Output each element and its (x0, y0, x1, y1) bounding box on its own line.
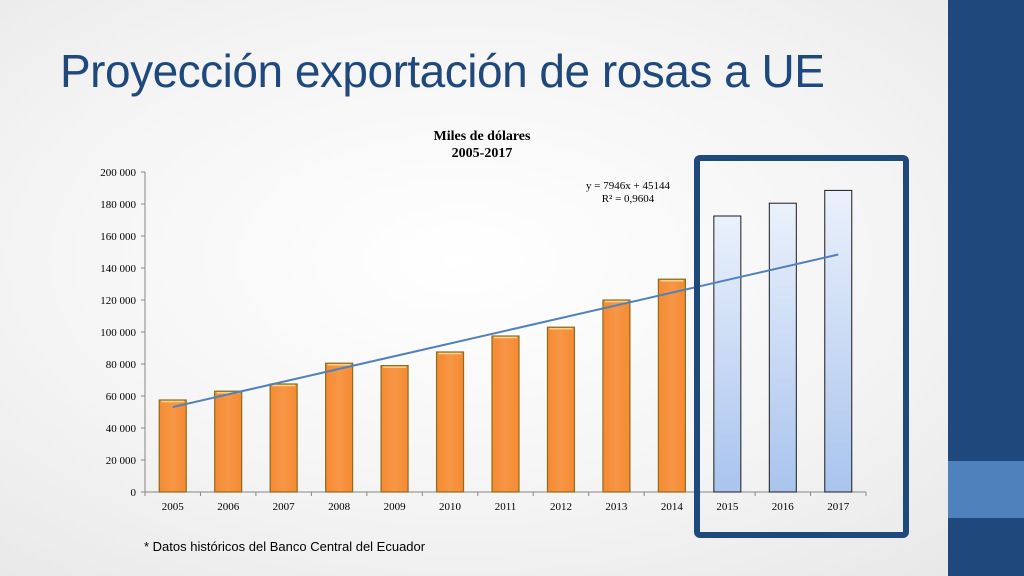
y-tick-label: 100 000 (100, 327, 136, 339)
y-tick-label: 140 000 (100, 263, 136, 275)
bar-2014 (657, 278, 686, 493)
x-tick-label: 2006 (217, 501, 240, 513)
x-tick-label: 2012 (550, 501, 572, 513)
y-tick-label: 200 000 (100, 167, 136, 179)
y-tick-label: 180 000 (100, 199, 136, 211)
x-tick-label: 2008 (328, 501, 351, 513)
y-axis: 0 20 000 40 000 60 000 80 000 100 000 120 000 1… (100, 167, 146, 499)
bar-projected-2016 (768, 202, 797, 493)
projection-highlight-box (694, 155, 909, 538)
linear-trendline (172, 253, 839, 409)
slide-title: Proyección exportación de rosas a UE (60, 45, 825, 97)
x-axis: 2005 2006 2007 2008 2009 2010 2011 2012 2013 2014… (144, 491, 867, 513)
bar-2011 (491, 335, 520, 493)
y-tick-label: 60 000 (106, 391, 137, 403)
sidebar-accent-block (948, 461, 1024, 518)
chart-subtitle: 2005-2017 (452, 146, 513, 161)
x-tick-label: 2016 (772, 501, 795, 513)
x-tick-label: 2009 (384, 501, 407, 513)
y-tick-label: 20 000 (106, 455, 137, 467)
y-tick-label: 120 000 (100, 295, 136, 307)
bar-projected-2015 (713, 215, 742, 493)
y-tick-label: 160 000 (100, 231, 136, 243)
bar-2008 (325, 362, 354, 493)
x-tick-label: 2011 (495, 501, 517, 513)
x-tick-label: 2014 (661, 501, 684, 513)
bar-2005 (158, 399, 187, 493)
bar-2009 (380, 365, 409, 493)
x-tick-label: 2007 (273, 501, 296, 513)
bars (158, 189, 853, 493)
y-tick-label: 80 000 (106, 359, 137, 371)
trendline (172, 253, 839, 409)
x-tick-label: 2013 (605, 501, 628, 513)
x-tick-label: 2010 (439, 501, 462, 513)
chart-title: Miles de dólares (434, 129, 532, 144)
bar-2013 (602, 299, 631, 493)
bar-2007 (269, 383, 298, 493)
bar-projected-2017 (824, 189, 853, 493)
export-projection-chart: Miles de dólares 2005-2017 0 20 000 40 000… (100, 129, 909, 538)
trendline-equation-label: y = 7946x + 45144 (586, 180, 670, 192)
y-tick-label: 0 (131, 487, 137, 499)
trendline-r2-label: R² = 0,9604 (602, 193, 655, 205)
y-tick-label: 40 000 (106, 423, 137, 435)
bar-2006 (214, 390, 243, 493)
bar-2010 (435, 351, 465, 493)
data-source-footnote: * Datos históricos del Banco Central del… (144, 539, 426, 554)
x-tick-label: 2017 (827, 501, 850, 513)
x-tick-label: 2015 (716, 501, 739, 513)
bar-2012 (546, 326, 576, 493)
x-tick-label: 2005 (162, 501, 185, 513)
